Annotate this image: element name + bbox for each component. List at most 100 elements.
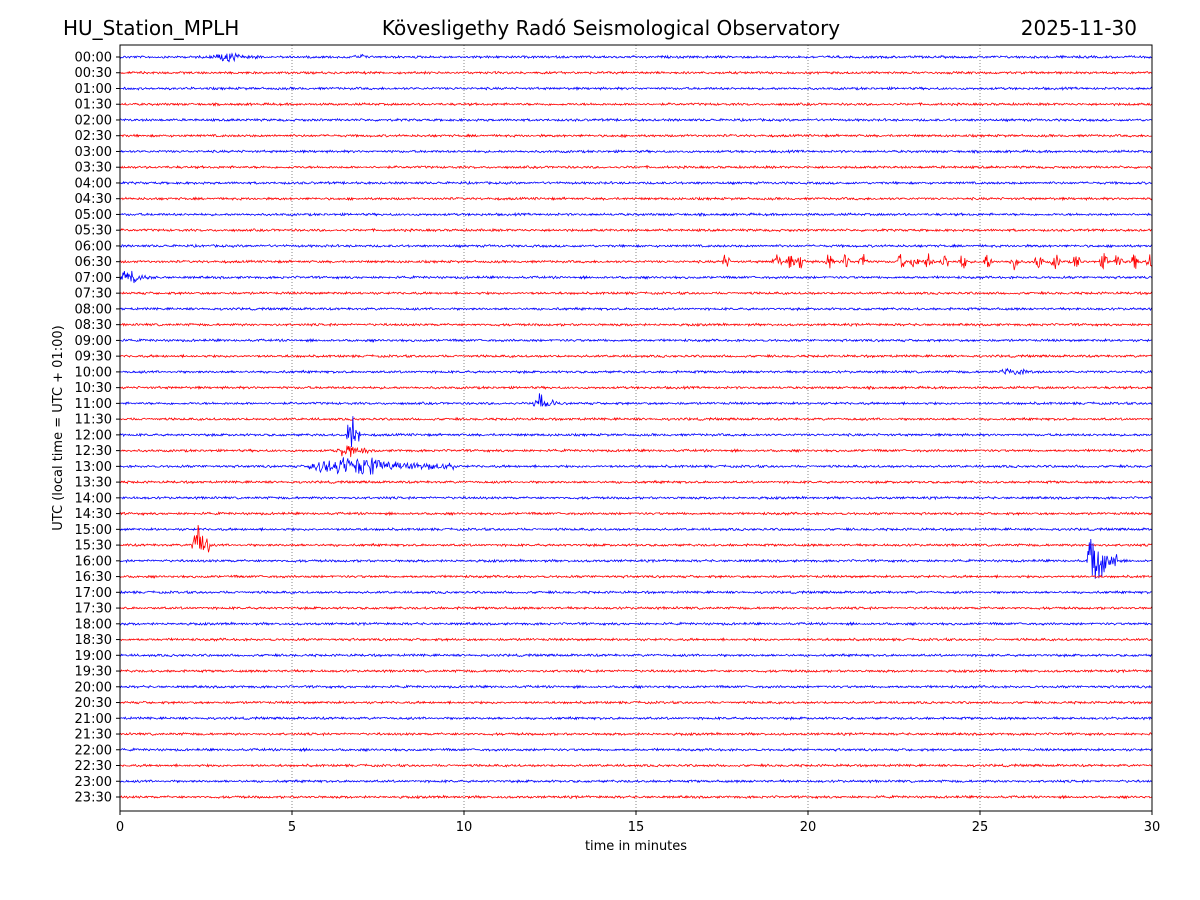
y-tick-label: 05:30: [75, 224, 112, 239]
trace-0400: [119, 180, 1153, 186]
y-tick-label: 20:00: [75, 680, 112, 695]
y-tick-label: 14:00: [75, 491, 112, 506]
y-tick-label: 21:30: [75, 728, 112, 743]
trace-0530: [119, 227, 1153, 233]
y-tick-label: 03:30: [75, 161, 112, 176]
y-tick-label: 15:00: [75, 523, 112, 538]
y-tick-label: 17:00: [75, 586, 112, 601]
y-tick-label: 06:30: [75, 255, 112, 270]
y-tick-label: 02:00: [75, 113, 112, 128]
trace-0100: [119, 86, 1153, 91]
y-tick-label: 20:30: [75, 696, 112, 711]
trace-1000: [119, 367, 1153, 376]
trace-2130: [119, 731, 1153, 737]
y-tick-label: 15:30: [75, 539, 112, 554]
y-tick-label: 21:00: [75, 712, 112, 727]
y-tick-label: 12:30: [75, 444, 112, 459]
x-tick-label: 10: [456, 820, 473, 835]
trace-0700: [119, 270, 1153, 284]
y-tick-label: 12:00: [75, 428, 112, 443]
trace-1900: [119, 652, 1153, 658]
trace-0030: [119, 70, 1153, 76]
y-tick-label: 23:30: [75, 791, 112, 806]
y-tick-label: 14:30: [75, 507, 112, 522]
trace-0300: [119, 149, 1153, 154]
trace-1100: [119, 393, 1153, 407]
x-tick-label: 15: [628, 820, 645, 835]
y-tick-label: 18:30: [75, 633, 112, 648]
trace-1230: [119, 445, 1153, 458]
y-tick-label: 16:30: [75, 570, 112, 585]
y-tick-label: 13:30: [75, 476, 112, 491]
y-axis-label: UTC (local time = UTC + 01:00): [51, 325, 66, 530]
trace-0630: [119, 253, 1153, 271]
y-tick-label: 09:30: [75, 350, 112, 365]
trace-1330: [119, 479, 1153, 485]
y-tick-label: 10:30: [75, 381, 112, 396]
trace-0200: [119, 117, 1153, 123]
trace-0830: [119, 322, 1153, 328]
trace-2230: [119, 762, 1153, 768]
y-tick-label: 13:00: [75, 460, 112, 475]
trace-2300: [119, 778, 1153, 784]
y-tick-label: 03:00: [75, 145, 112, 160]
trace-1930: [119, 668, 1153, 674]
station-label: HU_Station_MPLH: [63, 16, 239, 40]
y-tick-label: 16:00: [75, 554, 112, 569]
chart-title: Kövesligethy Radó Seismological Observat…: [382, 16, 840, 40]
trace-0430: [119, 196, 1153, 202]
trace-1630: [119, 574, 1153, 579]
y-tick-label: 00:30: [75, 66, 112, 81]
y-tick-label: 02:30: [75, 129, 112, 144]
trace-1130: [119, 416, 1153, 422]
trace-1730: [119, 605, 1153, 611]
y-tick-label: 09:00: [75, 334, 112, 349]
y-tick-label: 19:00: [75, 649, 112, 664]
y-tick-label: 07:30: [75, 287, 112, 302]
trace-0500: [119, 211, 1153, 217]
y-tick-label: 05:00: [75, 208, 112, 223]
trace-0730: [119, 290, 1153, 296]
y-tick-label: 11:30: [75, 413, 112, 428]
trace-2030: [119, 700, 1153, 706]
y-tick-label: 22:00: [75, 743, 112, 758]
trace-0130: [119, 101, 1153, 107]
y-tick-label: 08:30: [75, 318, 112, 333]
y-tick-label: 10:00: [75, 365, 112, 380]
y-tick-label: 00:00: [75, 51, 112, 66]
trace-1200: [119, 416, 1153, 448]
x-axis-label: time in minutes: [585, 839, 687, 854]
trace-0600: [120, 243, 1153, 249]
y-tick-label: 06:00: [75, 239, 112, 254]
trace-0900: [119, 337, 1153, 343]
y-tick-label: 11:00: [75, 397, 112, 412]
y-tick-label: 01:30: [75, 98, 112, 113]
trace-1430: [119, 511, 1153, 517]
trace-0330: [119, 164, 1153, 170]
y-tick-label: 08:00: [75, 302, 112, 317]
trace-1300: [119, 457, 1153, 475]
trace-2200: [119, 747, 1153, 753]
trace-2330: [119, 794, 1153, 800]
trace-0000: [119, 52, 1153, 63]
x-tick-label: 20: [800, 820, 817, 835]
trace-1530: [119, 524, 1153, 553]
x-tick-label: 0: [116, 820, 124, 835]
y-tick-label: 04:00: [75, 176, 112, 191]
trace-0930: [119, 353, 1153, 359]
y-tick-label: 07:00: [75, 271, 112, 286]
trace-1600: [119, 538, 1153, 579]
x-tick-label: 5: [288, 820, 296, 835]
y-tick-label: 01:00: [75, 82, 112, 97]
y-tick-label: 19:30: [75, 665, 112, 680]
y-tick-label: 17:30: [75, 602, 112, 617]
trace-2100: [119, 715, 1153, 721]
date-label: 2025-11-30: [1021, 16, 1137, 40]
y-tick-label: 22:30: [75, 759, 112, 774]
x-tick-label: 25: [972, 820, 989, 835]
trace-1500: [119, 526, 1153, 532]
y-tick-label: 18:00: [75, 617, 112, 632]
trace-2000: [119, 684, 1153, 690]
